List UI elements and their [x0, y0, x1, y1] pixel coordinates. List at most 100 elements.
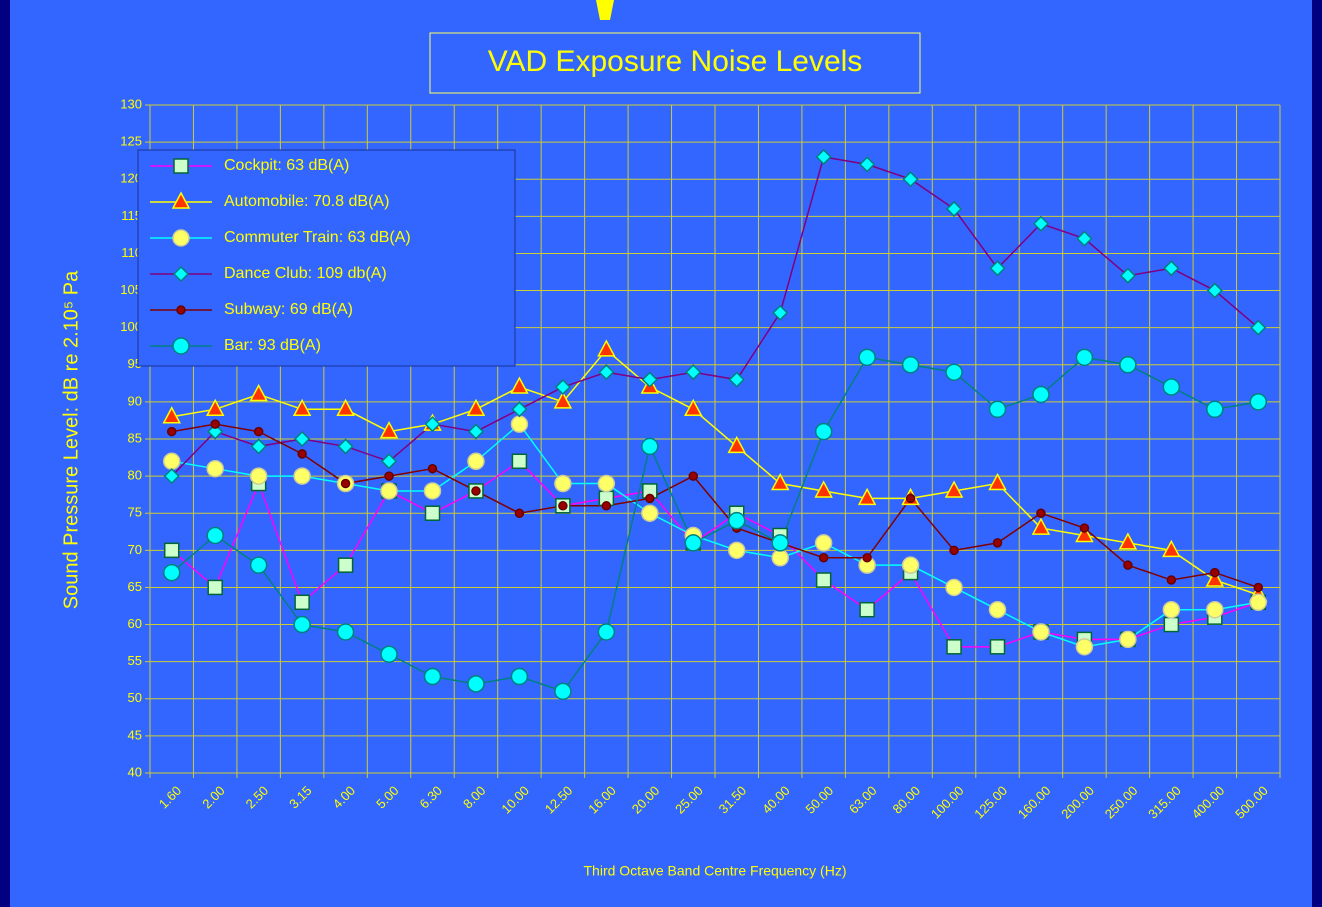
marker — [1076, 230, 1093, 247]
marker — [297, 449, 307, 459]
marker — [1119, 267, 1136, 284]
marker — [598, 364, 615, 381]
marker — [814, 534, 833, 552]
marker — [294, 430, 311, 448]
y-tick-label: 115 — [121, 208, 142, 223]
marker — [554, 474, 572, 493]
legend-label: Subway: 69 dB(A) — [224, 301, 353, 318]
marker — [510, 376, 529, 394]
marker — [601, 501, 612, 511]
marker — [597, 339, 616, 357]
legend-label: Commuter Train: 63 dB(A) — [224, 229, 411, 246]
marker — [901, 356, 920, 374]
y-tick-label: 70 — [128, 542, 142, 557]
marker — [511, 401, 528, 418]
marker — [1163, 616, 1180, 633]
marker — [379, 420, 399, 439]
marker — [466, 398, 486, 417]
marker — [1206, 600, 1224, 619]
marker — [1118, 532, 1138, 550]
marker — [340, 478, 351, 489]
marker — [1163, 260, 1180, 277]
marker — [163, 542, 180, 559]
marker — [210, 419, 220, 429]
marker — [1162, 378, 1181, 396]
marker — [859, 156, 876, 173]
y-tick-label: 40 — [128, 764, 142, 779]
marker — [905, 493, 916, 504]
marker — [818, 553, 829, 563]
marker — [173, 158, 189, 174]
marker — [685, 364, 702, 381]
marker — [989, 260, 1006, 277]
marker — [336, 398, 355, 417]
marker — [988, 400, 1007, 419]
marker — [1205, 569, 1225, 587]
marker — [471, 486, 481, 496]
marker — [989, 639, 1006, 655]
y-tick-label: 60 — [128, 616, 142, 631]
marker — [467, 675, 485, 693]
marker — [1031, 517, 1051, 535]
x-axis-label: Third Octave Band Centre Frequency (Hz) — [584, 863, 847, 879]
marker — [727, 541, 746, 560]
y-tick-label: 100 — [120, 319, 142, 334]
marker — [293, 467, 311, 485]
marker — [1249, 393, 1268, 411]
y-tick-label: 130 — [120, 96, 142, 111]
y-tick-label: 50 — [128, 690, 142, 705]
marker — [558, 501, 568, 511]
marker — [988, 472, 1007, 491]
marker — [1253, 582, 1264, 593]
legend-label: Dance Club: 109 db(A) — [224, 265, 387, 282]
marker — [1162, 539, 1181, 558]
marker — [946, 639, 962, 655]
marker — [814, 480, 833, 498]
marker — [423, 482, 442, 500]
legend-label: Cockpit: 63 dB(A) — [224, 157, 349, 174]
y-tick-label: 90 — [128, 393, 142, 408]
marker — [862, 553, 872, 563]
marker — [294, 594, 310, 611]
marker — [988, 600, 1007, 619]
marker — [380, 482, 398, 500]
chart-title: VAD Exposure Noise Levels — [488, 45, 863, 78]
marker — [1162, 600, 1181, 619]
marker — [337, 438, 354, 455]
marker — [510, 415, 529, 433]
marker — [815, 148, 832, 166]
marker — [1249, 593, 1268, 612]
marker — [1119, 630, 1137, 649]
marker — [293, 615, 311, 634]
marker — [249, 383, 268, 402]
marker — [337, 557, 354, 573]
marker — [1250, 319, 1267, 336]
marker — [511, 453, 528, 470]
marker — [1032, 385, 1050, 404]
marker — [858, 348, 876, 367]
frame-right — [1312, 0, 1322, 907]
marker — [427, 463, 438, 474]
marker — [467, 423, 485, 440]
marker — [206, 526, 224, 545]
y-tick-label: 85 — [128, 430, 142, 445]
marker — [172, 337, 190, 355]
marker — [554, 378, 571, 396]
marker — [176, 305, 186, 315]
marker — [510, 667, 529, 686]
marker — [1206, 400, 1224, 419]
marker — [207, 579, 223, 596]
marker — [815, 572, 832, 588]
marker — [859, 601, 875, 618]
marker — [166, 426, 177, 437]
marker — [249, 556, 268, 574]
marker — [945, 200, 963, 217]
marker — [162, 452, 181, 471]
marker — [772, 304, 789, 321]
marker — [514, 508, 525, 518]
legend-box — [137, 149, 516, 367]
marker — [424, 416, 441, 433]
marker — [857, 487, 877, 506]
legend-label: Bar: 93 dB(A) — [224, 337, 321, 354]
